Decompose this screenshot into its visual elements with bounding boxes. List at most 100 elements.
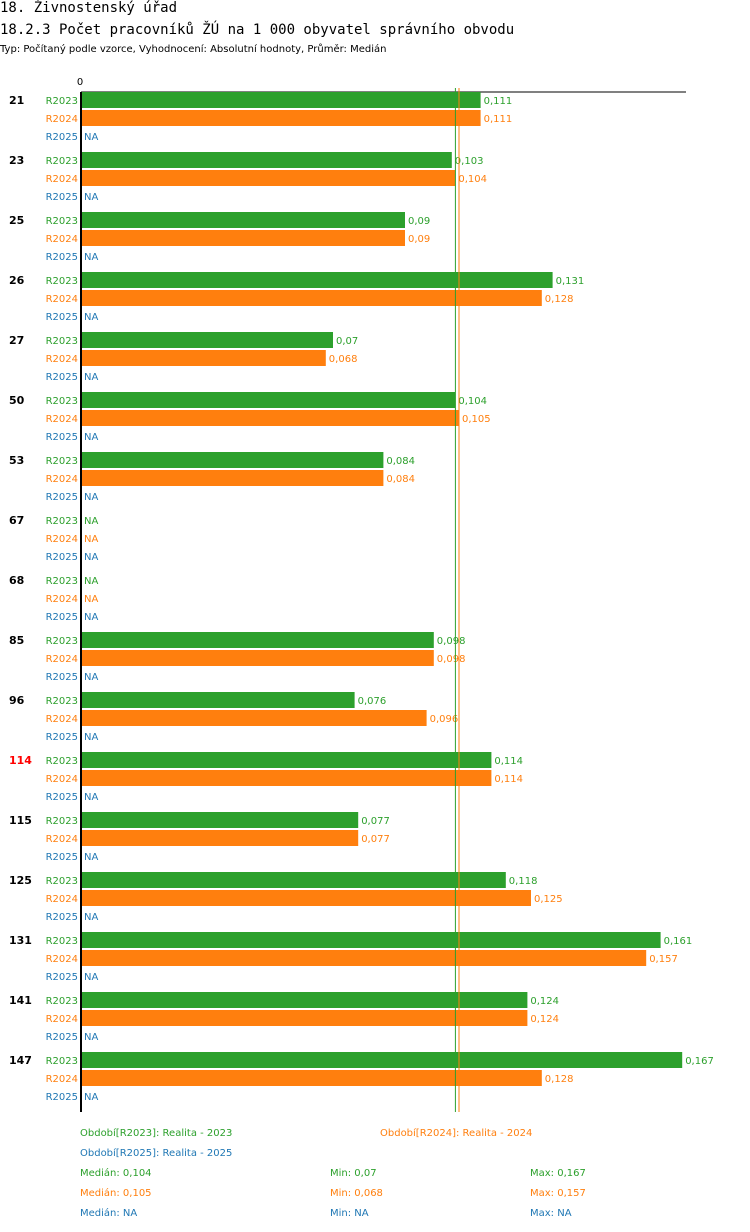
series-label: R2024 — [46, 894, 78, 905]
data-label: 0,111 — [484, 114, 513, 125]
series-label: R2024 — [46, 534, 78, 545]
series-label: R2023 — [46, 636, 78, 647]
bar — [81, 230, 405, 246]
series-label: R2024 — [46, 354, 78, 365]
series-label: R2025 — [46, 252, 78, 263]
bar — [81, 410, 459, 426]
bar — [81, 812, 359, 828]
series-label: R2023 — [46, 216, 78, 227]
data-label: 0,077 — [361, 834, 390, 845]
bar — [81, 332, 333, 348]
series-label: R2023 — [46, 936, 78, 947]
bar — [81, 710, 427, 726]
bar — [81, 872, 506, 888]
series-label: R2024 — [46, 1074, 78, 1085]
bar — [81, 992, 528, 1008]
category-label: 125 — [9, 874, 32, 887]
data-label: 0,124 — [530, 1014, 559, 1025]
series-label: R2023 — [46, 516, 78, 527]
series-label: R2023 — [46, 1056, 78, 1067]
bar — [81, 272, 553, 288]
category-label: 141 — [9, 994, 32, 1007]
category-label: 85 — [9, 634, 24, 647]
series-label: R2023 — [46, 456, 78, 467]
series-label: R2024 — [46, 234, 78, 245]
data-label: 0,167 — [685, 1056, 714, 1067]
category-label: 147 — [9, 1054, 32, 1067]
data-label: 0,076 — [358, 696, 387, 707]
bar-chart: 0 21 R2023 0,111 R2024 0,111 R2025 NA 23 R2023 0,1… — [9, 77, 714, 1112]
data-label: NA — [84, 192, 98, 203]
data-label: NA — [84, 612, 98, 623]
data-label: NA — [84, 576, 98, 587]
bar — [81, 632, 434, 648]
data-label: NA — [84, 312, 98, 323]
series-label: R2025 — [46, 792, 78, 803]
bar — [81, 890, 531, 906]
data-label: 0,103 — [455, 156, 484, 167]
series-label: R2025 — [46, 732, 78, 743]
stat-max-r2024: Max: 0,157 — [530, 1188, 586, 1199]
stat-median-r2025: Medián: NA — [80, 1208, 138, 1219]
category-label: 68 — [9, 574, 24, 587]
data-label: 0,124 — [530, 996, 559, 1007]
stat-median-r2023: Medián: 0,104 — [80, 1168, 152, 1179]
data-label: NA — [84, 534, 98, 545]
data-label: NA — [84, 732, 98, 743]
stat-min-r2025: Min: NA — [330, 1208, 369, 1219]
bar — [81, 1010, 528, 1026]
series-label: R2023 — [46, 576, 78, 587]
data-label: NA — [84, 372, 98, 383]
category-label: 27 — [9, 334, 24, 347]
data-label: NA — [84, 432, 98, 443]
bar — [81, 350, 326, 366]
bar — [81, 650, 434, 666]
series-label: R2025 — [46, 972, 78, 983]
data-label: 0,114 — [494, 774, 523, 785]
series-label: R2025 — [46, 1032, 78, 1043]
category-label: 21 — [9, 94, 24, 107]
data-label: 0,131 — [556, 276, 585, 287]
data-label: 0,098 — [437, 654, 466, 665]
series-label: R2023 — [46, 816, 78, 827]
series-label: R2024 — [46, 594, 78, 605]
series-label: R2025 — [46, 672, 78, 683]
series-label: R2023 — [46, 336, 78, 347]
series-label: R2024 — [46, 834, 78, 845]
category-label: 50 — [9, 394, 25, 407]
series-label: R2025 — [46, 132, 78, 143]
category-label: 131 — [9, 934, 32, 947]
series-label: R2025 — [46, 312, 78, 323]
series-label: R2024 — [46, 474, 78, 485]
data-label: NA — [84, 552, 98, 563]
series-label: R2023 — [46, 876, 78, 887]
series-label: R2025 — [46, 492, 78, 503]
series-label: R2025 — [46, 852, 78, 863]
legend-r2024: Období[R2024]: Realita - 2024 — [380, 1128, 533, 1139]
data-label: 0,128 — [545, 1074, 574, 1085]
category-label: 26 — [9, 274, 25, 287]
series-label: R2025 — [46, 192, 78, 203]
series-label: R2024 — [46, 414, 78, 425]
data-label: 0,118 — [509, 876, 538, 887]
page-title: 18. Živnostenský úřad — [0, 0, 178, 16]
bar — [81, 932, 661, 948]
data-label: 0,068 — [329, 354, 358, 365]
data-label: 0,157 — [649, 954, 678, 965]
axis-zero-label: 0 — [77, 77, 83, 88]
legend-r2023: Období[R2023]: Realita - 2023 — [80, 1128, 233, 1139]
data-label: NA — [84, 1032, 98, 1043]
series-label: R2025 — [46, 912, 78, 923]
data-label: NA — [84, 792, 98, 803]
data-label: NA — [84, 972, 98, 983]
series-label: R2025 — [46, 372, 78, 383]
chart-type-line: Typ: Počítaný podle vzorce, Vyhodnocení:… — [0, 44, 387, 55]
data-label: NA — [84, 516, 98, 527]
stat-min-r2023: Min: 0,07 — [330, 1168, 377, 1179]
bar — [81, 152, 452, 168]
data-label: 0,125 — [534, 894, 563, 905]
series-label: R2023 — [46, 96, 78, 107]
series-label: R2023 — [46, 996, 78, 1007]
series-label: R2025 — [46, 1092, 78, 1103]
series-label: R2025 — [46, 552, 78, 563]
